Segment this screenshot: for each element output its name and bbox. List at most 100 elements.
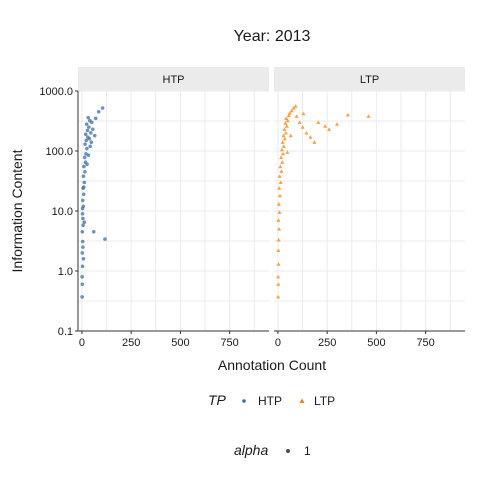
data-point-htp [89,140,94,145]
data-point-ltp [294,114,299,118]
data-point-htp [81,216,85,221]
legend-label-htp: HTP [258,394,282,408]
data-point-ltp [281,133,286,138]
panel-strip-label: LTP [360,74,379,86]
panel-strip [78,67,269,91]
legend-key-htp [242,399,246,403]
y-tick-label: 1.0 [58,266,73,278]
data-point-htp [82,220,87,225]
data-point-htp [86,153,91,158]
data-point-ltp [283,121,288,125]
data-point-htp [89,120,94,125]
data-point-htp [80,275,84,279]
data-point-ltp [278,164,283,169]
data-point-ltp [280,140,285,144]
data-point-htp [90,127,95,132]
x-tick-label: 250 [122,337,140,349]
x-tick-label: 500 [367,337,385,349]
x-tick-label: 500 [171,337,189,349]
legend-alpha: alpha 1 [234,442,311,458]
y-axis-title: Information Content [9,149,25,272]
data-point-ltp [293,104,298,108]
data-point-ltp [276,202,281,206]
legend-title-alpha: alpha [234,442,268,458]
data-point-ltp [279,147,284,152]
data-point-htp [80,206,85,211]
data-point-ltp [301,111,306,116]
data-point-ltp [279,155,284,160]
data-point-ltp [300,125,305,129]
data-point-ltp [308,135,313,139]
data-point-ltp [281,144,286,148]
data-point-ltp [323,124,328,128]
data-point-htp [80,295,84,299]
data-point-ltp [286,113,291,118]
data-point-htp [93,116,98,121]
y-tick-label: 0.1 [58,326,73,338]
data-point-ltp [284,116,289,120]
data-point-htp [80,282,85,287]
data-point-ltp [304,130,309,135]
data-point-ltp [276,237,281,242]
x-tick-label: 250 [318,337,336,349]
panel-ltp: LTP 0 250 500 750 [274,67,465,349]
data-point-htp [82,180,87,185]
data-point-ltp [277,193,282,198]
data-point-htp [96,110,101,114]
data-point-htp [80,251,85,255]
data-point-htp [80,198,85,203]
data-point-htp [103,237,107,241]
data-point-htp [91,230,96,234]
x-axis-title: Annotation Count [218,357,326,373]
data-point-htp [81,192,86,197]
data-point-ltp [285,118,290,123]
data-point-htp [100,106,105,110]
data-point-ltp [279,169,284,173]
data-point-htp [84,138,89,143]
data-point-ltp [278,180,283,184]
data-point-ltp [282,127,287,131]
data-point-htp [81,223,85,227]
data-point-ltp [280,160,285,164]
legend-key-ltp [299,398,305,403]
chart-title: Year: 2013 [234,28,311,45]
data-point-htp [86,115,91,120]
data-point-ltp [277,210,282,214]
data-point-ltp [276,218,281,222]
data-point-htp [80,264,85,269]
data-point-htp [83,142,87,146]
data-point-ltp [287,110,292,115]
data-point-htp [80,230,85,234]
data-point-ltp [284,124,289,128]
data-point-htp [85,128,90,133]
data-point-htp [82,164,86,169]
data-point-htp [80,211,85,216]
data-point-htp [84,122,89,126]
data-point-htp [81,185,86,189]
data-point-ltp [285,150,290,154]
data-point-ltp [283,130,288,135]
data-point-htp [81,174,86,179]
data-point-ltp [316,120,321,124]
data-point-ltp [281,151,286,156]
data-point-htp [83,170,87,174]
data-point-ltp [277,186,282,190]
data-point-ltp [277,227,282,231]
x-tick-label: 750 [416,337,434,349]
data-point-htp [85,146,89,151]
data-point-ltp [276,274,281,279]
data-point-ltp [282,136,287,141]
data-point-ltp [276,282,281,286]
panel-strip-label: HTP [163,74,185,86]
data-point-htp [92,133,97,138]
y-tick-label: 1000.0 [39,86,73,98]
x-tick-label: 0 [79,337,85,349]
data-point-ltp [288,133,293,138]
data-point-htp [82,155,87,160]
legend-key-alpha [286,449,290,453]
data-point-htp [87,136,92,141]
data-point-htp [88,131,93,135]
legend-label-alpha: 1 [304,444,311,458]
y-tick-label: 100.0 [45,146,73,158]
